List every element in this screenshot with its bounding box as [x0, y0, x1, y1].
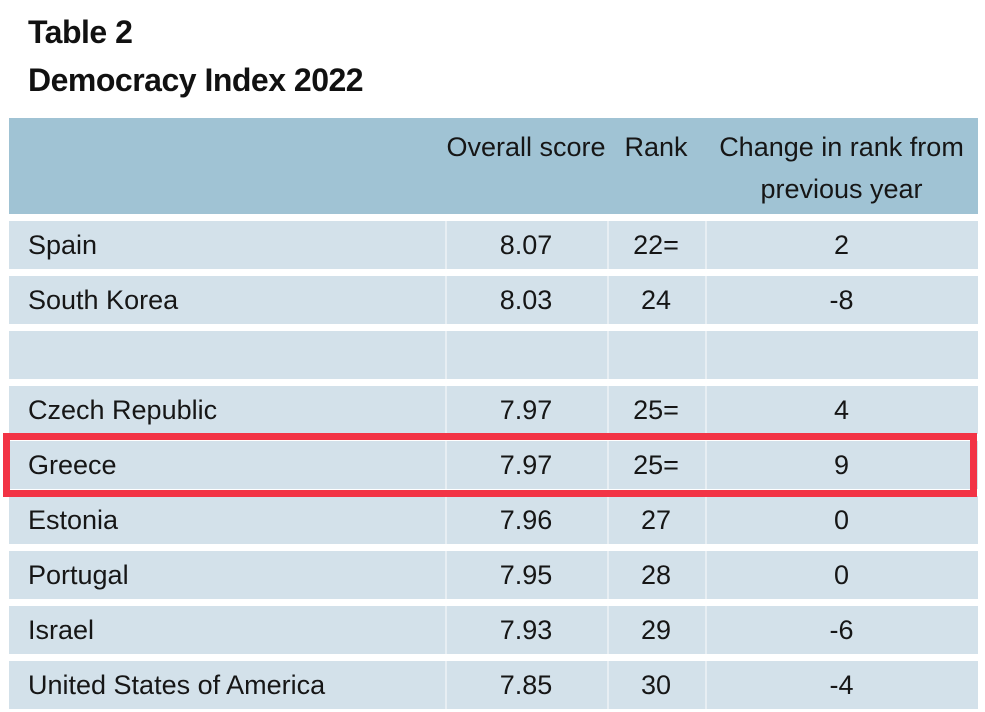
table-row-israel: Israel 7.93 29 -6 — [9, 606, 978, 654]
cell-country: Estonia — [9, 496, 445, 544]
cell-change: -4 — [705, 661, 978, 709]
cell-score: 7.97 — [445, 386, 607, 434]
table-row-estonia: Estonia 7.96 27 0 — [9, 496, 978, 544]
cell-score: 7.85 — [445, 661, 607, 709]
cell-rank — [607, 331, 705, 379]
cell-rank: 30 — [607, 661, 705, 709]
table-row-united-states: United States of America 7.85 30 -4 — [9, 661, 978, 709]
cell-change: 0 — [705, 551, 978, 599]
page-title: Democracy Index 2022 — [28, 62, 364, 98]
cell-change: -6 — [705, 606, 978, 654]
cell-rank: 25= — [607, 386, 705, 434]
cell-score: 7.95 — [445, 551, 607, 599]
table-row-portugal: Portugal 7.95 28 0 — [9, 551, 978, 599]
cell-change: -8 — [705, 276, 978, 324]
header-country — [9, 118, 445, 214]
table-row-czech-republic: Czech Republic 7.97 25= 4 — [9, 386, 978, 434]
cell-rank: 24 — [607, 276, 705, 324]
cell-rank: 29 — [607, 606, 705, 654]
table-row-spacer — [9, 331, 978, 379]
cell-rank: 28 — [607, 551, 705, 599]
cell-score: 7.93 — [445, 606, 607, 654]
democracy-index-table: Overall score Rank Change in rank from p… — [9, 118, 978, 712]
cell-country: South Korea — [9, 276, 445, 324]
cell-change: 9 — [705, 441, 978, 489]
titles: Table 2 Democracy Index 2022 — [28, 8, 364, 104]
cell-change — [705, 331, 978, 379]
cell-country: Czech Republic — [9, 386, 445, 434]
cell-score: 7.96 — [445, 496, 607, 544]
cell-score: 8.07 — [445, 221, 607, 269]
cell-country: Greece — [9, 441, 445, 489]
cell-score: 7.97 — [445, 441, 607, 489]
header-change-in-rank: Change in rank from previous year — [719, 132, 964, 204]
header-rank: Rank — [624, 132, 688, 162]
cell-rank: 27 — [607, 496, 705, 544]
cell-country: Portugal — [9, 551, 445, 599]
cell-score: 8.03 — [445, 276, 607, 324]
cell-change: 2 — [705, 221, 978, 269]
table-header-row: Overall score Rank Change in rank from p… — [9, 118, 978, 214]
table-row-spain: Spain 8.07 22= 2 — [9, 221, 978, 269]
cell-rank: 25= — [607, 441, 705, 489]
cell-country — [9, 331, 445, 379]
table-label: Table 2 — [28, 14, 133, 50]
table-row-greece: Greece 7.97 25= 9 — [9, 441, 978, 489]
table-row-south-korea: South Korea 8.03 24 -8 — [9, 276, 978, 324]
cell-country: United States of America — [9, 661, 445, 709]
cell-country: Israel — [9, 606, 445, 654]
cell-score — [445, 331, 607, 379]
cell-country: Spain — [9, 221, 445, 269]
cell-change: 0 — [705, 496, 978, 544]
cell-change: 4 — [705, 386, 978, 434]
cell-rank: 22= — [607, 221, 705, 269]
header-overall-score: Overall score — [446, 132, 606, 162]
